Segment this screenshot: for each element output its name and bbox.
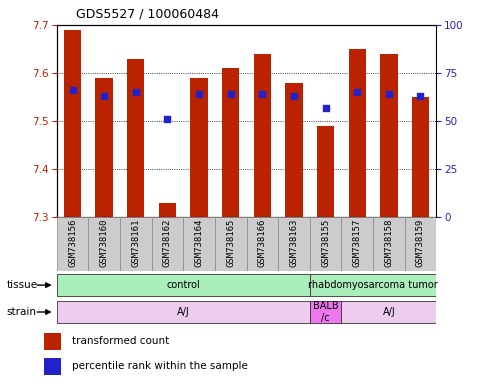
Bar — [253, 54, 271, 217]
Text: GSM738158: GSM738158 — [385, 218, 393, 267]
Bar — [190, 78, 208, 217]
Point — [132, 89, 140, 95]
Bar — [159, 202, 176, 217]
Text: A/J: A/J — [177, 307, 190, 317]
Bar — [412, 97, 429, 217]
Bar — [96, 78, 113, 217]
Text: percentile rank within the sample: percentile rank within the sample — [71, 361, 247, 371]
Bar — [310, 274, 436, 296]
Text: transformed count: transformed count — [71, 336, 169, 346]
Point — [290, 93, 298, 99]
Bar — [349, 49, 366, 217]
Text: A/J: A/J — [383, 307, 395, 317]
Text: GSM738159: GSM738159 — [416, 218, 425, 267]
Text: GSM738165: GSM738165 — [226, 218, 235, 267]
Bar — [44, 358, 61, 375]
Point — [321, 104, 329, 111]
Text: GSM738157: GSM738157 — [352, 218, 362, 267]
Bar — [64, 30, 81, 217]
Text: strain: strain — [6, 307, 36, 317]
Bar — [341, 301, 436, 323]
Text: GSM738161: GSM738161 — [131, 218, 141, 267]
Text: GSM738163: GSM738163 — [289, 218, 298, 267]
Bar — [222, 68, 240, 217]
Point — [258, 91, 266, 97]
Bar — [152, 217, 183, 271]
Bar — [120, 217, 152, 271]
Text: control: control — [166, 280, 200, 290]
Text: GSM738166: GSM738166 — [258, 218, 267, 267]
Text: tissue: tissue — [6, 280, 37, 290]
Point — [353, 89, 361, 95]
Bar — [405, 217, 436, 271]
Text: GDS5527 / 100060484: GDS5527 / 100060484 — [76, 7, 219, 20]
Bar — [88, 217, 120, 271]
Bar — [317, 126, 334, 217]
Text: GSM738162: GSM738162 — [163, 218, 172, 267]
Text: GSM738155: GSM738155 — [321, 218, 330, 267]
Text: GSM738156: GSM738156 — [68, 218, 77, 267]
Bar — [278, 217, 310, 271]
Text: rhabdomyosarcoma tumor: rhabdomyosarcoma tumor — [308, 280, 438, 290]
Point — [164, 116, 172, 122]
Bar — [246, 217, 278, 271]
Text: GSM738164: GSM738164 — [195, 218, 204, 267]
Point — [227, 91, 235, 97]
Point — [100, 93, 108, 99]
Bar — [341, 217, 373, 271]
Bar — [310, 217, 341, 271]
Bar — [310, 301, 341, 323]
Bar — [380, 54, 397, 217]
Point — [195, 91, 203, 97]
Bar — [57, 301, 310, 323]
Point — [69, 87, 76, 93]
Bar — [183, 217, 215, 271]
Point — [385, 91, 393, 97]
Bar — [57, 217, 88, 271]
Text: GSM738160: GSM738160 — [100, 218, 108, 267]
Bar — [215, 217, 246, 271]
Bar — [44, 333, 61, 350]
Bar — [373, 217, 405, 271]
Point — [417, 93, 424, 99]
Bar — [127, 58, 144, 217]
Bar — [285, 83, 303, 217]
Text: BALB
/c: BALB /c — [313, 301, 338, 323]
Bar — [57, 274, 310, 296]
